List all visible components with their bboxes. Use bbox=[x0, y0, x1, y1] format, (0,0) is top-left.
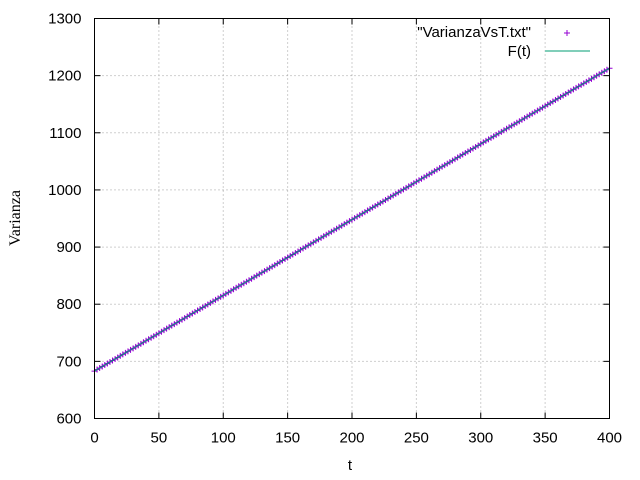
fit-line bbox=[94, 67, 610, 372]
legend-label-fit: F(t) bbox=[508, 43, 531, 60]
x-tick-label: 200 bbox=[339, 430, 364, 447]
legend-marker-data bbox=[564, 30, 570, 36]
legend: "VarianzaVsT.txt" F(t) bbox=[417, 24, 590, 60]
x-tick-label: 300 bbox=[468, 430, 493, 447]
y-tick-label: 1200 bbox=[48, 68, 81, 85]
y-tick-label: 700 bbox=[56, 353, 81, 370]
axis-ticks bbox=[94, 18, 610, 419]
x-tick-label: 350 bbox=[533, 430, 558, 447]
x-tick-label: 50 bbox=[151, 430, 168, 447]
y-tick-label: 600 bbox=[56, 411, 81, 428]
x-tick-label: 0 bbox=[90, 430, 98, 447]
x-tick-label: 150 bbox=[275, 430, 300, 447]
x-tick-label: 400 bbox=[597, 430, 622, 447]
tick-labels: 0 50 100 150 200 250 300 350 400 600 700 800 900 1000… bbox=[48, 11, 622, 447]
y-tick-label: 1000 bbox=[48, 182, 81, 199]
legend-label-data: "VarianzaVsT.txt" bbox=[417, 24, 531, 41]
y-tick-label: 1300 bbox=[48, 11, 81, 28]
y-tick-label: 1100 bbox=[49, 125, 81, 142]
legend-plus-marker bbox=[564, 30, 570, 36]
x-axis-label: t bbox=[348, 457, 353, 474]
series-layer bbox=[91, 65, 613, 375]
x-tick-label: 250 bbox=[404, 430, 429, 447]
x-tick-label: 100 bbox=[211, 430, 236, 447]
y-tick-label: 800 bbox=[56, 296, 81, 313]
y-tick-label: 900 bbox=[56, 239, 81, 256]
y-axis-label: Varianza bbox=[7, 190, 24, 246]
